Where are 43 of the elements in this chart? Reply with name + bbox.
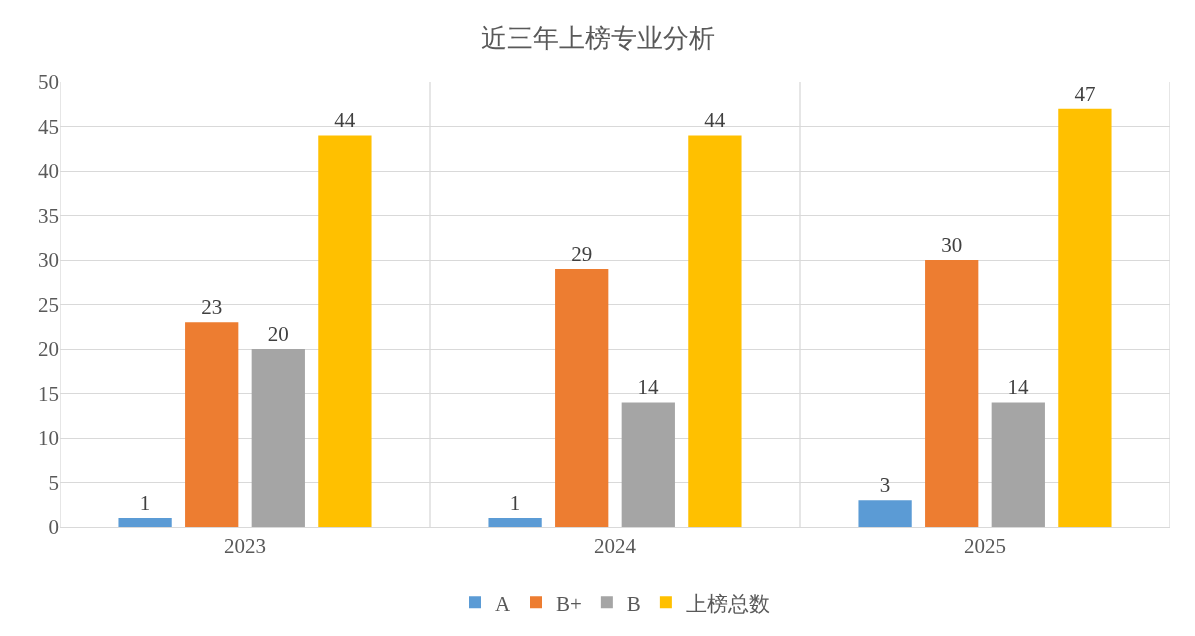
data-label: 44 [704,108,726,133]
x-tick-label: 2025 [964,534,1006,559]
bar [251,349,305,527]
bar [488,518,542,527]
y-tick-label: 10 [38,426,59,451]
data-label: 1 [509,491,521,516]
bar [688,135,742,527]
y-tick-label: 30 [38,248,59,273]
y-tick-label: 35 [38,203,59,228]
bar [991,402,1045,527]
data-label: 20 [267,322,289,346]
data-label: 47 [1074,81,1096,106]
y-tick-label: 0 [48,515,59,540]
chart-title: 近三年上榜专业分析 [480,24,715,54]
y-tick-label: 45 [38,114,59,139]
y-tick-label: 50 [38,70,59,95]
data-label: 14 [637,375,660,400]
legend-label: B [626,591,641,616]
x-tick-label: 2024 [594,534,637,559]
bar [118,518,172,527]
data-label: 30 [941,233,963,257]
y-tick-label: 40 [38,159,59,184]
bar [185,322,239,527]
data-label: 1 [139,491,151,516]
data-label: 23 [201,295,223,320]
bar [858,500,912,527]
data-label: 29 [571,241,593,266]
bar [1058,108,1112,527]
x-tick-label: 2023 [224,534,266,559]
legend-label: B+ [556,591,582,616]
y-tick-label: 25 [38,292,59,317]
y-tick-label: 20 [38,337,59,362]
data-label: 44 [334,108,356,133]
bar [925,260,979,527]
y-tick-label: 15 [38,381,59,406]
bar [555,268,609,527]
y-tick-label: 5 [48,470,59,495]
legend-label: A [495,591,511,616]
bar [621,402,675,527]
bar [318,135,372,527]
legend-label: 上榜总数 [685,591,770,616]
data-label: 3 [879,473,891,498]
data-label: 14 [1007,375,1030,400]
